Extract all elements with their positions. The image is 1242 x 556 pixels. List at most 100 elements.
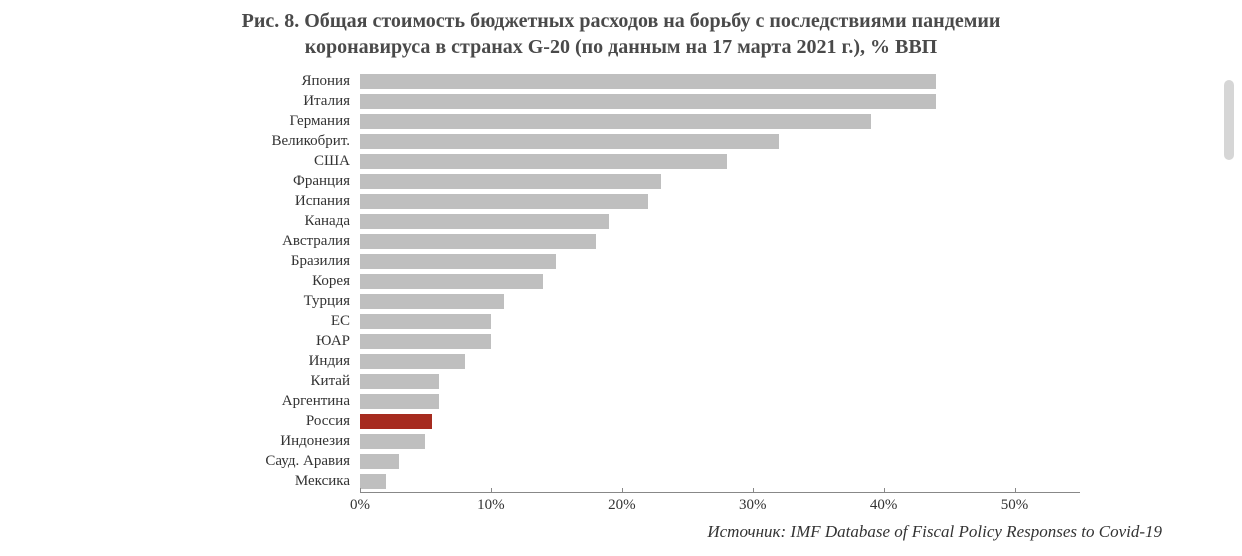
axis-tick [1015,488,1016,493]
bar-track [360,274,1080,289]
axis-tick [753,488,754,493]
bar-track [360,74,1080,89]
bar-track [360,434,1080,449]
bar-row: Германия [220,112,1120,131]
bar-track [360,314,1080,329]
axis-tick-label: 30% [739,497,767,514]
chart-title: Рис. 8. Общая стоимость бюджетных расход… [40,8,1202,60]
bar [360,294,504,309]
category-label: Испания [220,193,360,210]
bar-track [360,474,1080,489]
axis-tick-label: 10% [477,497,505,514]
title-line-2: коронавируса в странах G-20 (по данным н… [305,36,937,58]
bar-row: ЮАР [220,332,1120,351]
category-label: Китай [220,373,360,390]
category-label: Индия [220,353,360,370]
bar-track [360,94,1080,109]
bar-track [360,294,1080,309]
bar-row: Великобрит. [220,132,1120,151]
bar [360,94,936,109]
category-label: Япония [220,73,360,90]
category-label: Бразилия [220,253,360,270]
bar-track [360,154,1080,169]
axis-tick [491,488,492,493]
bar-row: Италия [220,92,1120,111]
category-label: Великобрит. [220,133,360,150]
category-label: США [220,153,360,170]
bar-row: Китай [220,372,1120,391]
bar-track [360,254,1080,269]
source-caption: Источник: IMF Database of Fiscal Policy … [40,522,1202,542]
bar [360,334,491,349]
bar [360,354,465,369]
bar [360,114,871,129]
bar-track [360,394,1080,409]
bar [360,474,386,489]
bar-track [360,174,1080,189]
bar-row: Франция [220,172,1120,191]
bar [360,234,596,249]
category-label: Россия [220,413,360,430]
bar [360,194,648,209]
category-label: Италия [220,93,360,110]
bar-track [360,334,1080,349]
bar [360,74,936,89]
bar [360,174,661,189]
scrollbar-thumb[interactable] [1224,80,1234,160]
category-label: Корея [220,273,360,290]
category-label: Аргентина [220,393,360,410]
category-label: ЕС [220,313,360,330]
bar-row: Турция [220,292,1120,311]
bar-row: Индонезия [220,432,1120,451]
bar [360,434,425,449]
category-label: Мексика [220,473,360,490]
bar-row: ЕС [220,312,1120,331]
axis-tick [622,488,623,493]
category-label: Индонезия [220,433,360,450]
bar-row: США [220,152,1120,171]
bar-row: Сауд. Аравия [220,452,1120,471]
category-label: Австралия [220,233,360,250]
bar-track [360,414,1080,429]
axis-tick-label: 20% [608,497,636,514]
bar-row: Испания [220,192,1120,211]
bar-row: Россия [220,412,1120,431]
chart-container: Япония Италия Германия Великобрит. США Франци… [220,72,1120,520]
bar-track [360,354,1080,369]
bar-track [360,374,1080,389]
bar [360,314,491,329]
bar-plot: Япония Италия Германия Великобрит. США Франци… [220,72,1120,492]
bar [360,134,779,149]
bar [360,374,439,389]
bar [360,254,556,269]
category-label: Франция [220,173,360,190]
bar-row: Япония [220,72,1120,91]
category-label: Турция [220,293,360,310]
title-line-1: Рис. 8. Общая стоимость бюджетных расход… [242,10,1001,32]
axis-tick-label: 0% [350,497,370,514]
bar-row: Корея [220,272,1120,291]
bar-row: Канада [220,212,1120,231]
bar-track [360,194,1080,209]
bar-track [360,454,1080,469]
bar [360,454,399,469]
axis-tick-label: 50% [1001,497,1029,514]
category-label: ЮАР [220,333,360,350]
axis-tick [884,488,885,493]
bar [360,154,727,169]
category-label: Сауд. Аравия [220,453,360,470]
bar-row: Бразилия [220,252,1120,271]
bar-row: Австралия [220,232,1120,251]
category-label: Германия [220,113,360,130]
axis-tick [360,488,361,493]
bar [360,214,609,229]
axis-tick-label: 40% [870,497,898,514]
x-axis: 0%10%20%30%40%50% [360,492,1080,520]
bar-track [360,214,1080,229]
bar-row: Мексика [220,472,1120,491]
bar-track [360,134,1080,149]
bar-row: Индия [220,352,1120,371]
category-label: Канада [220,213,360,230]
bar [360,394,439,409]
bar-highlight [360,414,432,429]
